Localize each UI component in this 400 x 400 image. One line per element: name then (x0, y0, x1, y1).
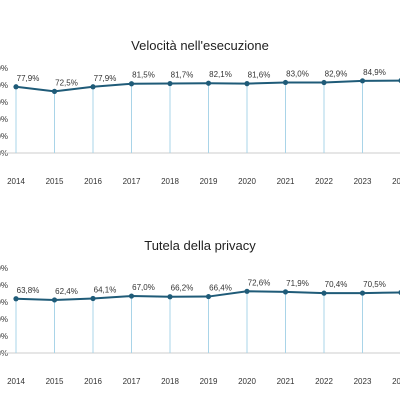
x-tick-label: 2020 (238, 377, 256, 386)
data-point (205, 293, 212, 300)
y-tick-label: 100% (0, 64, 8, 73)
x-tick-label: 2023 (354, 377, 372, 386)
data-label: 77,9% (94, 74, 117, 83)
x-tick-label: 2015 (46, 377, 64, 386)
data-label: 67,0% (132, 283, 155, 292)
data-point (167, 294, 173, 300)
chart-panel-velocita: Velocità nell'esecuzione 0%20%40%60%80%1… (0, 38, 400, 186)
data-point (128, 81, 135, 87)
data-label: 72,6% (248, 278, 271, 287)
y-tick-label: 100% (0, 264, 8, 273)
data-point (282, 289, 289, 295)
chart-title: Tutela della privacy (144, 238, 256, 253)
y-tick-label: 40% (0, 315, 8, 324)
data-point (167, 80, 173, 87)
data-label: 71,9% (286, 279, 309, 288)
y-tick-label: 20% (0, 332, 8, 341)
data-label: 70,4% (325, 280, 348, 289)
data-point (90, 84, 96, 90)
data-label: 72,5% (55, 78, 78, 87)
data-label: 66,2% (171, 284, 194, 293)
data-point (51, 297, 58, 303)
data-point (321, 79, 327, 86)
data-point (13, 296, 19, 302)
data-point (244, 288, 250, 294)
x-tick-label: 2022 (315, 377, 333, 386)
chart-panel-privacy: Tutela della privacy 0%20%40%60%80%100%6… (0, 200, 400, 400)
data-point (51, 88, 58, 94)
data-label: 62,4% (55, 287, 78, 296)
x-tick-label: 2015 (46, 177, 64, 186)
x-tick-label: 2023 (354, 177, 372, 186)
data-label: 77,9% (17, 74, 40, 83)
data-point (205, 80, 212, 86)
data-point (13, 84, 19, 90)
data-point (321, 290, 327, 296)
x-tick-label: 2022 (315, 177, 333, 186)
x-tick-label: 2017 (123, 377, 141, 386)
x-tick-label: 2017 (123, 177, 141, 186)
data-label: 81,6% (248, 71, 271, 80)
data-label: 82,1% (209, 70, 232, 79)
x-tick-label: 2020 (238, 177, 256, 186)
data-point (359, 78, 366, 84)
x-tick-label: 2021 (277, 177, 295, 186)
data-point (244, 81, 250, 87)
data-label: 84,9% (363, 68, 386, 77)
x-tick-label: 2016 (84, 177, 102, 186)
data-point (90, 295, 96, 302)
x-tick-label: 2024 (392, 377, 400, 386)
chart-title: Velocità nell'esecuzione (131, 38, 269, 53)
x-tick-label: 2014 (7, 377, 25, 386)
x-tick-label: 2014 (7, 177, 25, 186)
y-tick-label: 20% (0, 132, 8, 141)
line-chart-velocita: 0%20%40%60%80%100%77,9%72,5%77,9%81,5%81… (0, 64, 400, 186)
x-tick-label: 2018 (161, 177, 179, 186)
data-label: 83,0% (286, 69, 309, 78)
data-label: 70,5% (363, 280, 386, 289)
x-tick-label: 2019 (200, 377, 218, 386)
y-tick-label: 60% (0, 298, 8, 307)
line-chart-privacy: 0%20%40%60%80%100%63,8%62,4%64,1%67,0%66… (0, 264, 400, 386)
data-point (128, 293, 135, 299)
y-tick-label: 40% (0, 115, 8, 124)
y-tick-label: 80% (0, 81, 8, 90)
data-label: 81,5% (132, 71, 155, 80)
x-tick-label: 2018 (161, 377, 179, 386)
x-tick-label: 2021 (277, 377, 295, 386)
data-label: 63,8% (17, 286, 40, 295)
data-point (359, 290, 366, 296)
data-label: 64,1% (94, 286, 117, 295)
x-tick-label: 2024 (392, 177, 400, 186)
data-label: 81,7% (171, 71, 194, 80)
y-tick-label: 60% (0, 98, 8, 107)
data-label: 82,9% (325, 70, 348, 79)
data-label: 66,4% (209, 284, 232, 293)
x-tick-label: 2016 (84, 377, 102, 386)
y-tick-label: 80% (0, 281, 8, 290)
x-tick-label: 2019 (200, 177, 218, 186)
data-point (282, 79, 289, 86)
